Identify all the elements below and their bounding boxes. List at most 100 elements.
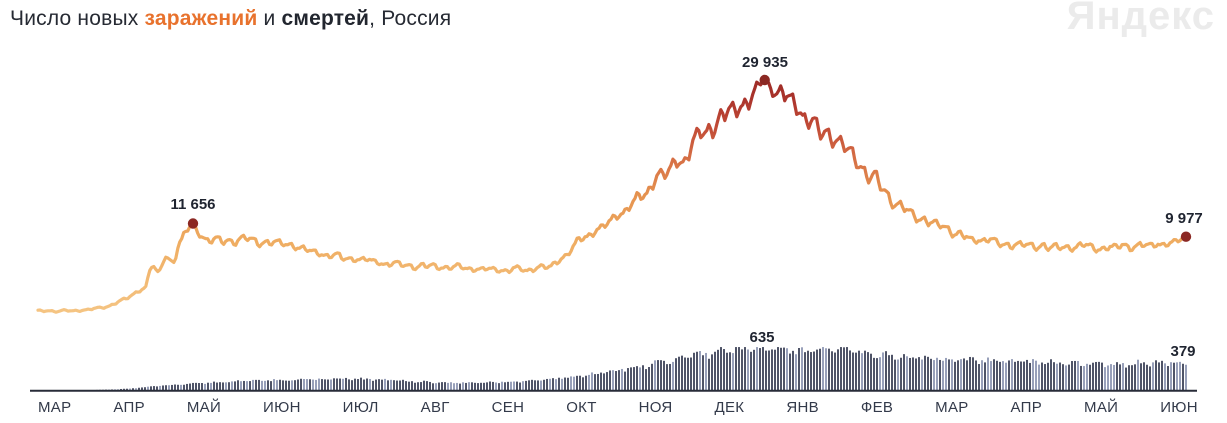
death-bar: [354, 378, 356, 391]
death-bar: [282, 380, 284, 391]
death-bar: [750, 351, 752, 391]
death-bar: [1176, 362, 1178, 391]
death-bar: [375, 379, 377, 391]
title-deaths-word: смертей: [281, 7, 370, 30]
death-bar: [531, 379, 533, 391]
death-bar: [147, 386, 149, 391]
death-bar: [186, 383, 188, 391]
x-axis-month-labels: МАР АПР МАЙ ИЮН ИЮЛ АВГ СЕН ОКТ НОЯ ДЕК …: [38, 399, 1198, 416]
death-bar: [654, 360, 656, 391]
death-bar: [126, 388, 128, 391]
death-bar: [591, 372, 593, 391]
death-bar: [1107, 365, 1109, 391]
title-suffix: , Россия: [369, 7, 452, 30]
death-bar: [1137, 359, 1139, 391]
death-bar: [1101, 362, 1103, 391]
death-bar: [660, 360, 662, 391]
title-infections-word: заражений: [144, 7, 258, 30]
death-bar: [1095, 361, 1097, 391]
death-bar: [399, 380, 401, 391]
death-bar: [714, 351, 716, 391]
death-bar: [1182, 363, 1184, 391]
death-bar: [666, 364, 668, 391]
death-bar: [1074, 360, 1076, 391]
death-bar: [285, 380, 287, 391]
death-bar: [357, 379, 359, 391]
death-bar: [723, 349, 725, 391]
death-bar: [891, 354, 893, 391]
death-bar: [342, 378, 344, 391]
title-prefix: Число новых: [10, 7, 145, 30]
death-bar: [465, 382, 467, 391]
death-bar: [828, 348, 830, 391]
death-bar: [141, 387, 143, 391]
death-bar: [786, 348, 788, 391]
month-label: АПР: [1010, 399, 1043, 416]
month-label: МАЙ: [1084, 399, 1119, 416]
death-bar: [753, 349, 755, 391]
infections-line: [36, 78, 1188, 314]
death-bar: [1005, 362, 1007, 391]
death-bar: [303, 379, 305, 391]
death-bar: [534, 380, 536, 391]
death-bar: [615, 371, 617, 391]
death-bar: [1011, 359, 1013, 391]
death-bar: [222, 382, 224, 391]
death-bar: [1068, 364, 1070, 391]
death-bar: [1053, 362, 1055, 391]
death-bar: [372, 380, 374, 391]
death-bar: [885, 351, 887, 391]
death-bar: [1125, 367, 1127, 391]
infections-current-label: 9 977: [1165, 210, 1203, 227]
death-bar: [594, 374, 596, 391]
death-bar: [1089, 364, 1091, 391]
death-bar: [720, 347, 722, 391]
death-bar: [1128, 365, 1130, 391]
death-bar: [1161, 360, 1163, 391]
peak-dot: [187, 218, 199, 229]
death-bar: [981, 360, 983, 391]
death-bar: [498, 383, 500, 391]
death-bar: [747, 349, 749, 391]
death-bar: [717, 349, 719, 391]
death-bar: [972, 357, 974, 391]
month-label: МАР: [935, 399, 969, 416]
death-bar: [651, 363, 653, 391]
death-bar: [261, 380, 263, 391]
death-bar: [852, 352, 854, 391]
death-bar: [648, 367, 650, 391]
death-bar: [1185, 364, 1187, 391]
death-bar: [1086, 363, 1088, 391]
death-bar: [915, 358, 917, 391]
death-bar: [960, 359, 962, 391]
death-bar: [579, 375, 581, 391]
death-bar: [735, 347, 737, 391]
death-bar: [552, 378, 554, 391]
death-bar: [843, 347, 845, 391]
death-bar: [441, 382, 443, 391]
death-bar: [705, 352, 707, 391]
death-bar: [771, 349, 773, 391]
death-bar: [207, 382, 209, 391]
death-bar: [1038, 364, 1040, 391]
death-bar: [1131, 365, 1133, 391]
death-bar: [639, 367, 641, 391]
death-bar: [270, 381, 272, 391]
death-bar: [456, 382, 458, 391]
death-bar: [549, 378, 551, 391]
death-bar: [324, 379, 326, 391]
death-bar: [588, 374, 590, 391]
death-bar: [252, 379, 254, 391]
month-label: ЯНВ: [786, 399, 819, 416]
death-bar: [789, 353, 791, 391]
death-bar: [129, 388, 131, 391]
death-bar: [219, 382, 221, 391]
death-bar: [675, 358, 677, 391]
death-bar: [504, 382, 506, 391]
death-bar: [198, 383, 200, 391]
death-bar: [645, 369, 647, 391]
death-bar: [474, 382, 476, 391]
death-bar: [459, 383, 461, 391]
death-bar: [777, 347, 779, 391]
